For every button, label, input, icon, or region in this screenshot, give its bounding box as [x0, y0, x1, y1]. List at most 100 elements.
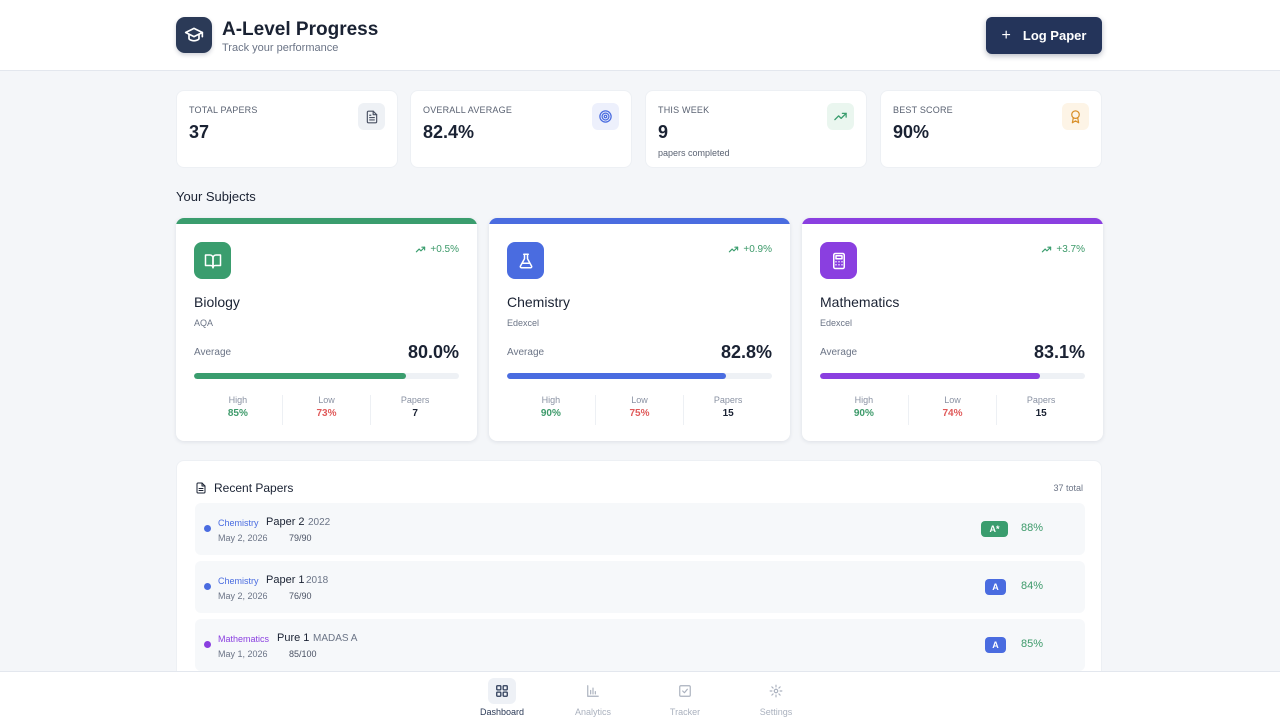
nav-item-dashboard[interactable]: Dashboard — [467, 672, 537, 720]
stat-value: 82.4% — [423, 122, 475, 142]
nav-item-analytics[interactable]: Analytics — [558, 672, 628, 720]
paper-row[interactable]: Chemistry Paper 1 2018 May 2, 2026 76/90… — [195, 561, 1085, 613]
stat-card-total-papers: TOTAL PAPERS 37 — [176, 90, 398, 168]
average-label: Average — [194, 347, 232, 358]
check-square-icon — [671, 678, 699, 704]
average-progress-bar — [820, 373, 1085, 379]
stat-value: 37 — [189, 122, 210, 142]
high-label: High — [854, 395, 874, 405]
trending-up-icon — [416, 246, 426, 253]
nav-label: Dashboard — [479, 707, 525, 717]
low-label: Low — [318, 395, 335, 405]
stat-label: THIS WEEK — [658, 105, 710, 115]
paper-date: May 1, 2026 — [218, 649, 268, 659]
app-title: A-Level Progress — [222, 19, 379, 40]
average-label: Average — [507, 347, 545, 358]
subject-name: Chemistry — [507, 294, 571, 310]
stat-label: TOTAL PAPERS — [189, 105, 258, 115]
book-open-icon — [194, 242, 231, 279]
paper-name: Paper 2 — [266, 516, 305, 528]
stat-card-best-score: BEST SCORE 90% — [880, 90, 1102, 168]
subject-stats: High 85% Low 73% Papers 7 — [194, 395, 459, 425]
app-subtitle: Track your performance — [222, 42, 339, 54]
subject-color-bar — [176, 218, 477, 224]
nav-label: Tracker — [669, 707, 701, 717]
nav-item-tracker[interactable]: Tracker — [650, 672, 720, 720]
subject-name: Biology — [194, 294, 240, 310]
subject-card-mathematics[interactable]: +3.7% Mathematics Edexcel Average 83.1% … — [802, 218, 1103, 441]
paper-name: Paper 1 — [266, 574, 305, 586]
paper-date: May 2, 2026 — [218, 591, 268, 601]
nav-label: Analytics — [574, 707, 611, 717]
paper-subject: Chemistry — [218, 518, 259, 528]
high-label: High — [228, 395, 248, 405]
paper-name: Pure 1 — [277, 632, 310, 644]
progress-fill — [820, 373, 1041, 379]
papers-label: Papers — [400, 395, 430, 405]
subject-dot — [204, 641, 211, 648]
stat-card-overall-average: OVERALL AVERAGE 82.4% — [410, 90, 632, 168]
nav-item-settings[interactable]: Settings — [741, 672, 811, 720]
plus-icon: + — [1001, 26, 1011, 44]
low-value: 74% — [942, 408, 963, 419]
papers-value: 15 — [722, 408, 734, 419]
grade-badge: A — [985, 637, 1006, 653]
app-header: A-Level Progress Track your performance … — [0, 0, 1280, 71]
paper-score: 85/100 — [289, 649, 317, 659]
low-value: 75% — [629, 408, 650, 419]
low-value: 73% — [316, 408, 337, 419]
subject-color-bar — [489, 218, 790, 224]
average-progress-bar — [507, 373, 772, 379]
paper-year: 2022 — [308, 517, 331, 528]
document-icon — [358, 103, 385, 130]
papers-value: 7 — [412, 408, 418, 419]
subject-stats: High 90% Low 75% Papers 15 — [507, 395, 772, 425]
exam-board: Edexcel — [820, 318, 853, 328]
paper-score: 76/90 — [289, 591, 312, 601]
trending-up-icon — [729, 246, 739, 253]
paper-percent: 85% — [1021, 638, 1044, 650]
paper-percent: 84% — [1021, 580, 1044, 592]
stat-label: OVERALL AVERAGE — [423, 105, 513, 115]
subject-card-biology[interactable]: +0.5% Biology AQA Average 80.0% High 85% … — [176, 218, 477, 441]
log-paper-button[interactable]: + Log Paper — [986, 17, 1102, 54]
nav-label: Settings — [759, 707, 793, 717]
low-label: Low — [631, 395, 648, 405]
subject-color-bar — [802, 218, 1103, 224]
trend-indicator: +3.7% — [1041, 244, 1085, 255]
gear-icon — [762, 678, 790, 704]
high-label: High — [541, 395, 561, 405]
grid-icon — [488, 678, 516, 704]
target-icon — [592, 103, 619, 130]
bottom-nav: Dashboard Analytics Tracker Settings — [0, 671, 1280, 720]
high-value: 90% — [540, 408, 561, 419]
trend-value: +3.7% — [1056, 244, 1085, 255]
grade-badge: A — [985, 579, 1006, 595]
paper-percent: 88% — [1021, 522, 1044, 534]
papers-label: Papers — [713, 395, 743, 405]
recent-papers-title: Recent Papers — [214, 481, 294, 495]
paper-row[interactable]: Mathematics Pure 1 MADAS A May 1, 2026 8… — [195, 619, 1085, 671]
subject-stats: High 90% Low 74% Papers 15 — [820, 395, 1085, 425]
document-icon — [196, 482, 206, 494]
subject-card-chemistry[interactable]: +0.9% Chemistry Edexcel Average 82.8% Hi… — [489, 218, 790, 441]
subject-dot — [204, 583, 211, 590]
paper-year: 2018 — [306, 575, 329, 586]
subject-name: Mathematics — [820, 294, 900, 310]
high-value: 90% — [853, 408, 874, 419]
average-value: 83.1% — [1033, 342, 1085, 362]
paper-date: May 2, 2026 — [218, 533, 268, 543]
subject-dot — [204, 525, 211, 532]
paper-row[interactable]: Chemistry Paper 2 2022 May 2, 2026 79/90… — [195, 503, 1085, 555]
high-value: 85% — [227, 408, 248, 419]
exam-board: Edexcel — [507, 318, 540, 328]
average-label: Average — [820, 347, 858, 358]
calculator-icon — [820, 242, 857, 279]
stat-value: 90% — [893, 122, 930, 142]
average-progress-bar — [194, 373, 459, 379]
flask-icon — [507, 242, 544, 279]
grade-badge: A* — [981, 521, 1008, 537]
trend-value: +0.9% — [743, 244, 772, 255]
trend-value: +0.5% — [430, 244, 459, 255]
average-value: 80.0% — [407, 342, 459, 362]
